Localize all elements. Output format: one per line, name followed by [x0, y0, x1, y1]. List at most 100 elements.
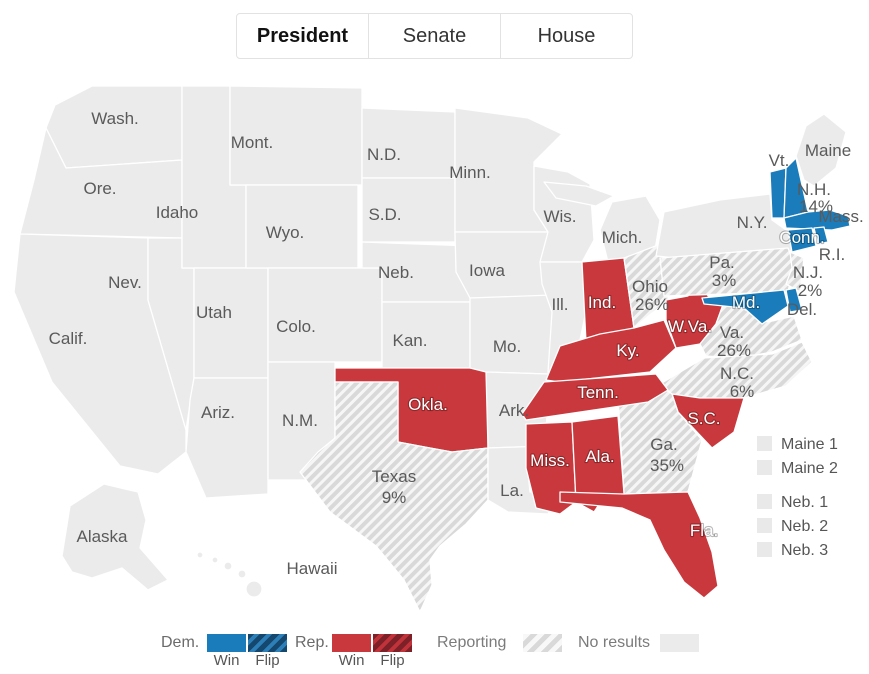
- state-shape-del[interactable]: [785, 287, 803, 313]
- state-label-pa-pct: 3%: [712, 271, 737, 290]
- state-shape-utah[interactable]: [193, 267, 269, 379]
- state-label-fla: Fla.: [690, 521, 718, 540]
- state-label-tenn: Tenn.: [577, 383, 619, 402]
- state-label-nh: N.H.: [797, 180, 831, 199]
- state-shape-md[interactable]: [701, 289, 789, 325]
- legend-dem-flip-swatch: [248, 634, 287, 652]
- state-labels: Wash. Ore. Calif. Idaho Nev. Utah Ariz. …: [49, 109, 864, 578]
- state-label-mont: Mont.: [231, 133, 274, 152]
- results-tabbar: President Senate House: [236, 13, 633, 59]
- legend-reporting-swatch: [523, 634, 562, 652]
- state-shape-alaska[interactable]: [61, 483, 169, 591]
- state-label-utah: Utah: [196, 303, 232, 322]
- state-label-vt: Vt.: [769, 151, 790, 170]
- state-label-ariz: Ariz.: [201, 403, 235, 422]
- state-label-nj-pct: 2%: [798, 281, 823, 300]
- district-swatch-neb-3: [757, 542, 772, 557]
- state-label-texas-pct: 9%: [382, 488, 407, 507]
- state-label-pa: Pa.: [709, 253, 735, 272]
- state-label-nc-pct: 6%: [730, 382, 755, 401]
- state-shape-mo[interactable]: [469, 294, 561, 375]
- state-label-conn: Conn.: [779, 228, 824, 247]
- district-legend: Maine 1 Maine 2 Neb. 1 Neb. 2 Neb. 3: [757, 436, 838, 559]
- state-label-md: Md.: [732, 293, 760, 312]
- legend-dem-flip-label: Flip: [255, 652, 280, 669]
- state-label-idaho: Idaho: [156, 203, 199, 222]
- state-shape-conn[interactable]: [787, 227, 817, 253]
- state-shape-vt[interactable]: [769, 167, 787, 219]
- state-shape-mich-up[interactable]: [543, 181, 615, 207]
- tab-house[interactable]: House: [500, 14, 632, 58]
- district-swatch-neb-1: [757, 494, 772, 509]
- state-label-wis: Wis.: [543, 207, 576, 226]
- state-label-ohio-pct: 26%: [635, 295, 669, 314]
- legend-dem-label: Dem.: [161, 634, 200, 651]
- legend-reporting-label: Reporting: [437, 634, 507, 651]
- legend-rep-flip-swatch: [373, 634, 412, 652]
- district-label-maine-1: Maine 1: [781, 436, 838, 453]
- state-label-va: Va.: [720, 323, 744, 342]
- state-label-wash: Wash.: [91, 109, 139, 128]
- state-label-ga: Ga.: [650, 435, 677, 454]
- state-shape-mass[interactable]: [783, 209, 851, 231]
- state-label-sc: S.C.: [687, 409, 720, 428]
- state-label-nj: N.J.: [793, 263, 823, 282]
- legend-rep-win-label: Win: [338, 652, 365, 669]
- state-label-del: Del.: [787, 300, 817, 319]
- state-shape-fla[interactable]: [559, 491, 719, 599]
- state-shape-ri[interactable]: [813, 226, 829, 245]
- state-label-calif: Calif.: [49, 329, 88, 348]
- district-label-maine-2: Maine 2: [781, 460, 838, 477]
- state-label-miss: Miss.: [530, 451, 570, 470]
- legend-rep-win-swatch: [332, 634, 371, 652]
- state-label-ga-pct: 35%: [650, 456, 684, 475]
- state-label-mich: Mich.: [602, 228, 643, 247]
- state-shape-hawaii[interactable]: [196, 551, 263, 598]
- district-swatch-maine-1: [757, 436, 772, 451]
- legend-rep-flip-label: Flip: [380, 652, 405, 669]
- state-shape-nd[interactable]: [361, 107, 456, 179]
- state-label-ky: Ky.: [616, 341, 639, 360]
- state-shape-maine[interactable]: [795, 113, 847, 187]
- state-label-nd: N.D.: [367, 145, 401, 164]
- state-label-texas: Texas: [372, 467, 416, 486]
- state-label-minn: Minn.: [449, 163, 491, 182]
- state-shape-ariz[interactable]: [185, 377, 269, 499]
- state-label-maine: Maine: [805, 141, 851, 160]
- state-label-sd: S.D.: [368, 205, 401, 224]
- state-label-ala: Ala.: [585, 447, 614, 466]
- state-label-wva: W.Va.: [668, 317, 712, 336]
- state-label-la: La.: [500, 481, 524, 500]
- state-label-nm: N.M.: [282, 411, 318, 430]
- district-label-neb-2: Neb. 2: [781, 518, 828, 535]
- state-label-colo: Colo.: [276, 317, 316, 336]
- state-label-wyo: Wyo.: [266, 223, 305, 242]
- state-label-hawaii: Hawaii: [286, 559, 337, 578]
- state-label-va-pct: 26%: [717, 341, 751, 360]
- state-label-ill: Ill.: [552, 295, 569, 314]
- state-label-nc: N.C.: [720, 364, 754, 383]
- tab-senate[interactable]: Senate: [368, 14, 500, 58]
- district-label-neb-1: Neb. 1: [781, 494, 828, 511]
- state-label-neb: Neb.: [378, 263, 414, 282]
- state-label-mass: Mass.: [818, 207, 863, 226]
- state-label-alaska: Alaska: [76, 527, 128, 546]
- state-shape-colo[interactable]: [267, 267, 383, 363]
- state-label-ny: N.Y.: [737, 213, 768, 232]
- state-label-nh-pct: 14%: [799, 197, 833, 216]
- state-label-mo: Mo.: [493, 337, 521, 356]
- state-shape-texas[interactable]: [299, 381, 489, 613]
- state-label-iowa: Iowa: [469, 261, 505, 280]
- state-label-kan: Kan.: [393, 331, 428, 350]
- tab-president[interactable]: President: [256, 25, 349, 47]
- state-label-ore: Ore.: [83, 179, 116, 198]
- district-swatch-maine-2: [757, 460, 772, 475]
- state-label-ri: R.I.: [819, 245, 845, 264]
- map-legend: Dem. Win Flip Rep. Win Flip Reporting No…: [0, 634, 869, 674]
- state-label-ark: Ark.: [499, 401, 529, 420]
- state-label-ind: Ind.: [588, 293, 616, 312]
- district-swatch-neb-2: [757, 518, 772, 533]
- legend-dem-win-swatch: [207, 634, 246, 652]
- state-shape-tenn[interactable]: [521, 373, 669, 421]
